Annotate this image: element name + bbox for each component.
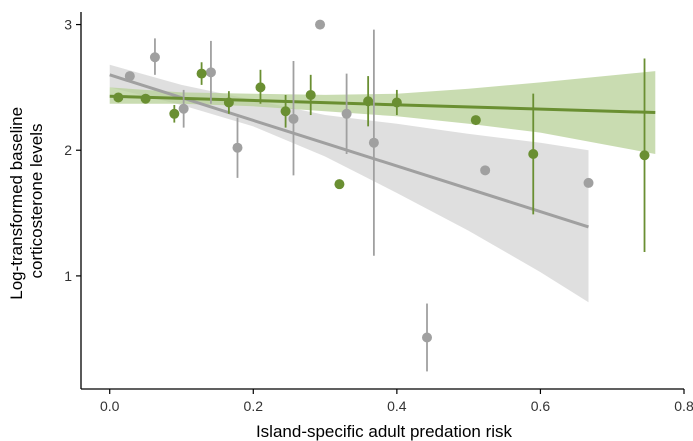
regression-lines [109, 73, 656, 229]
data-point [205, 67, 216, 78]
x-tick-label: 0.6 [531, 398, 551, 414]
data-point [232, 142, 243, 153]
y-axis-title: Log-transformed baseline corticosterone … [7, 102, 46, 300]
y-axis-title-line-1: Log-transformed baseline [7, 107, 26, 300]
data-point [391, 97, 402, 108]
data-point [169, 108, 180, 119]
data-point [639, 150, 650, 161]
x-tick-label: 0.0 [100, 398, 120, 414]
y-tick-label: 2 [64, 142, 72, 158]
axes [80, 12, 684, 390]
data-point [223, 97, 234, 108]
data-point [178, 103, 189, 114]
data-points [113, 19, 650, 343]
data-point [305, 89, 316, 100]
data-point [124, 71, 135, 82]
data-point [422, 332, 433, 343]
y-axis-ticks: 1 2 3 [64, 17, 81, 284]
x-tick-label: 0.4 [387, 398, 407, 414]
data-point [583, 177, 594, 188]
data-point [288, 113, 299, 124]
fit-line-0 [109, 73, 589, 229]
data-point [255, 82, 266, 93]
data-point [113, 92, 124, 103]
y-axis-title-line-2: corticosterone levels [27, 124, 46, 279]
data-point [315, 19, 326, 30]
data-point [528, 149, 539, 160]
data-point [149, 52, 160, 63]
data-point [368, 137, 379, 148]
x-tick-label: 0.8 [674, 398, 693, 414]
x-tick-label: 0.2 [244, 398, 264, 414]
y-tick-label: 3 [64, 17, 72, 33]
confidence-band-1 [109, 71, 656, 154]
data-point [334, 179, 345, 190]
data-point [480, 165, 491, 176]
data-point [341, 108, 352, 119]
data-point [140, 93, 151, 104]
data-point [280, 106, 291, 117]
x-axis-ticks: 0.0 0.2 0.4 0.6 0.8 [100, 389, 693, 414]
data-point [196, 68, 207, 79]
data-point [470, 115, 481, 126]
data-point [363, 96, 374, 107]
fit-line-1 [109, 94, 656, 115]
y-tick-label: 1 [64, 268, 72, 284]
x-axis-title: Island-specific adult predation risk [256, 422, 513, 441]
